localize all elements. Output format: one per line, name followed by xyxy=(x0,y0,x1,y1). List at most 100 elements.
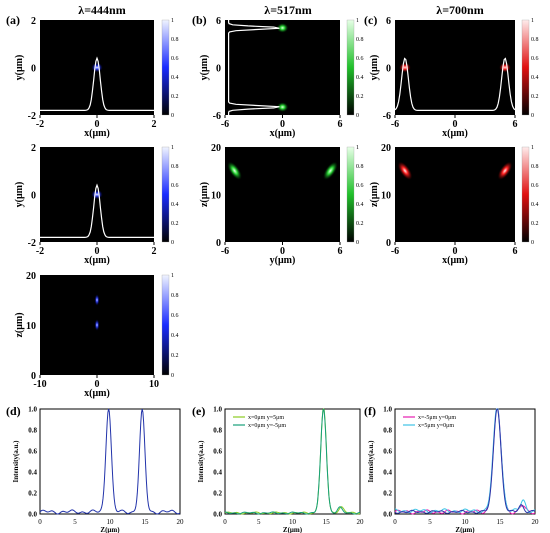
y-tick-label: -6 xyxy=(383,111,391,122)
y-tick-label: 0.0 xyxy=(383,511,392,519)
y-tick-label: 0 xyxy=(216,238,221,249)
hot-spot xyxy=(322,161,338,181)
y-tick-label: 0.4 xyxy=(28,469,37,477)
colorbar-tick-label: 0 xyxy=(356,113,359,119)
colorbar-tick-label: 0.6 xyxy=(356,56,364,62)
colorbar-tick-label: 0.4 xyxy=(171,75,179,81)
y-tick-label: 1.0 xyxy=(383,406,392,414)
x-tick-label: 6 xyxy=(338,119,343,130)
colorbar-tick-label: 0.8 xyxy=(171,37,179,43)
y-axis-label: z(μm) xyxy=(14,312,25,337)
panel-label-f: (f) xyxy=(364,404,376,418)
colorbar-tick-label: 0 xyxy=(531,113,534,119)
y-tick-label: 6 xyxy=(386,16,391,27)
x-tick-label: 15 xyxy=(142,518,150,526)
plot-area xyxy=(394,408,536,515)
colorbar xyxy=(521,19,530,116)
x-tick-label: 0 xyxy=(280,246,285,257)
x-tick-label: -6 xyxy=(221,246,229,257)
x-tick-label: 6 xyxy=(513,119,518,130)
y-axis-label: y(μm) xyxy=(14,182,25,208)
y-tick-label: 0.0 xyxy=(28,511,37,519)
x-tick-label: 2 xyxy=(152,119,157,130)
x-tick-label: 10 xyxy=(107,518,115,526)
series-line xyxy=(394,408,536,515)
colorbar-tick-label: 1 xyxy=(171,273,174,279)
x-tick-label: 20 xyxy=(532,518,540,526)
y-tick-label: 0.4 xyxy=(383,469,392,477)
colorbar-tick-label: 1 xyxy=(356,145,359,151)
colorbar-tick-label: 0.2 xyxy=(171,94,179,100)
profile-line xyxy=(394,57,516,111)
colorbar-tick-label: 0.6 xyxy=(171,183,179,189)
legend-entry: x=-5μm y=0μm xyxy=(418,415,456,421)
y-tick-label: 20 xyxy=(211,143,221,154)
line-chart-e: 0 5 10 15 20 0.0 0.2 0.4 0.6 0.8 1.0 Z(μm) Intensity… xyxy=(197,406,364,533)
y-axis-label: y(μm) xyxy=(14,55,25,81)
x-tick-label: 10 xyxy=(149,379,159,390)
panel-label-a: (a) xyxy=(6,13,20,27)
colorbar-tick-label: 0.8 xyxy=(356,37,364,43)
x-tick-label: 0 xyxy=(280,119,285,130)
y-axis-label: Intensity(a.u.) xyxy=(367,440,375,483)
y-tick-label: 0.8 xyxy=(213,427,222,435)
y-tick-label: 0 xyxy=(386,238,391,249)
x-tick-label: 0 xyxy=(393,518,397,526)
x-tick-label: -2 xyxy=(36,119,44,130)
heatmap-background xyxy=(225,20,340,115)
x-tick-label: 0 xyxy=(38,518,42,526)
colorbar-tick-label: 0.4 xyxy=(171,202,179,208)
x-axis-label: Z(μm) xyxy=(100,526,120,533)
x-tick-label: 15 xyxy=(323,518,331,526)
colorbar-tick-label: 0.6 xyxy=(356,183,364,189)
hot-spot xyxy=(94,319,100,331)
y-tick-label: -2 xyxy=(28,238,36,249)
y-tick-label: 0.6 xyxy=(383,448,392,456)
colorbar-tick-label: 0 xyxy=(356,240,359,246)
x-axis-label: y(μm) xyxy=(270,255,296,266)
hot-spot xyxy=(94,294,100,306)
x-tick-label: 15 xyxy=(497,518,505,526)
x-tick-label: 20 xyxy=(177,518,185,526)
heatmap-a2: -2 0 2 -2 0 2 x(μm) y(μm) 0 0.2 0.4 0.6 0.8 1 xyxy=(14,143,179,266)
x-tick-label: 6 xyxy=(338,246,343,257)
y-axis-label: z(μm) xyxy=(369,182,380,207)
panel-label-b: (b) xyxy=(192,13,207,27)
x-tick-label: 6 xyxy=(513,246,518,257)
y-axis-label: z(μm) xyxy=(199,182,210,207)
y-tick-label: 0.4 xyxy=(213,469,222,477)
series-line xyxy=(39,408,181,515)
series-line xyxy=(394,408,536,514)
x-tick-label: -10 xyxy=(33,379,46,390)
x-tick-label: 20 xyxy=(357,518,365,526)
y-tick-label: -6 xyxy=(213,111,221,122)
colorbar-tick-label: 0.8 xyxy=(171,293,179,299)
y-tick-label: 10 xyxy=(26,321,36,332)
colorbar-tick-label: 0.4 xyxy=(531,202,539,208)
y-axis-label: Intensity(a.u.) xyxy=(197,440,205,483)
hot-spot xyxy=(276,102,289,113)
y-tick-label: 0.8 xyxy=(383,427,392,435)
colorbar-tick-label: 0 xyxy=(171,240,174,246)
x-axis-label: x(μm) xyxy=(84,128,110,139)
x-tick-label: 0 xyxy=(453,119,458,130)
y-tick-label: 6 xyxy=(216,16,221,27)
colorbar-tick-label: 0 xyxy=(171,373,174,379)
hot-spot xyxy=(497,161,513,181)
x-tick-label: 2 xyxy=(152,246,157,257)
hot-spot xyxy=(397,161,413,181)
heatmap-background xyxy=(395,20,515,115)
title-517: λ=517nm xyxy=(264,3,311,17)
x-axis-label: x(μm) xyxy=(84,388,110,399)
colorbar-tick-label: 0.2 xyxy=(531,94,539,100)
y-tick-label: 0.2 xyxy=(213,490,222,498)
x-tick-label: 0 xyxy=(95,246,100,257)
panel-label-d: (d) xyxy=(6,404,21,418)
colorbar-tick-label: 0.4 xyxy=(356,202,364,208)
colorbar-tick-label: 1 xyxy=(171,18,174,24)
y-tick-label: 2 xyxy=(31,143,36,154)
hot-spot xyxy=(499,62,511,73)
hot-spot xyxy=(91,189,103,200)
x-axis-label: Z(μm) xyxy=(283,526,303,533)
